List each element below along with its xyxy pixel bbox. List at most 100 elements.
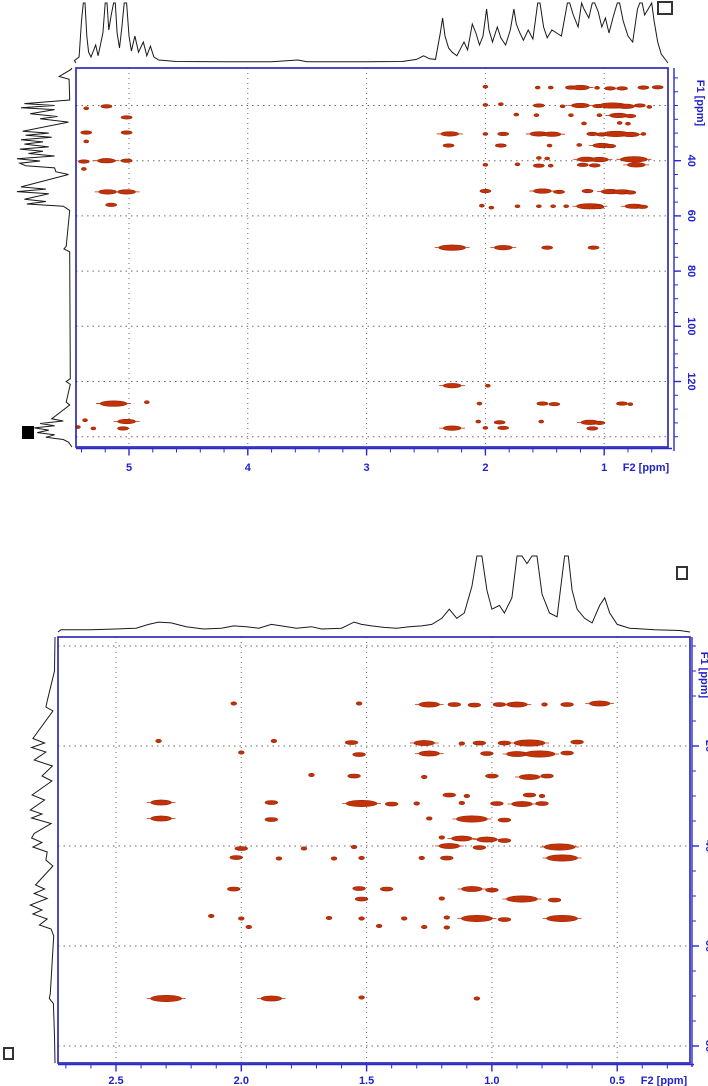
cross-peak (458, 800, 466, 806)
cross-peak (616, 86, 628, 91)
cross-peak (568, 113, 574, 117)
cross-peak (624, 190, 637, 195)
cross-peak (413, 801, 420, 806)
cross-peak (208, 913, 215, 919)
cross-peak (588, 163, 601, 168)
cross-peak (497, 740, 512, 746)
cross-peak (592, 205, 605, 210)
hmbc-full-peaks (75, 84, 664, 431)
f2-axis-title: F2 [ppm] (641, 1075, 688, 1086)
cross-peak (480, 751, 494, 756)
cross-peak (442, 143, 455, 148)
cross-peak (627, 402, 634, 406)
cross-peak (120, 130, 133, 135)
cross-peak (330, 856, 338, 861)
cross-peak (536, 204, 542, 209)
cross-peak (476, 401, 483, 406)
cross-peak (485, 887, 499, 893)
cross-peak (535, 801, 549, 806)
cross-peak (458, 741, 466, 746)
plot-border (75, 67, 669, 448)
cross-peak (234, 846, 248, 851)
f2-tick-label: 2.0 (234, 1075, 249, 1086)
cross-peak (541, 702, 548, 707)
cross-peak (484, 383, 491, 388)
region-marker-square-top[interactable] (657, 1, 673, 15)
cross-peak (438, 835, 445, 840)
cross-peak (604, 86, 616, 91)
cross-peak (553, 189, 565, 194)
cross-peak (581, 121, 587, 126)
f1-tick-label: 20 (703, 740, 708, 752)
cross-peak (375, 923, 383, 929)
cross-peak (538, 419, 545, 424)
f2-axis-title: F2 [ppm] (623, 462, 670, 474)
cross-peak (536, 401, 549, 406)
cross-peak (548, 402, 561, 407)
cross-peak (440, 855, 454, 861)
cross-peak (120, 158, 133, 163)
cross-peak (352, 886, 366, 891)
cross-peak (563, 204, 569, 209)
cross-peak (513, 112, 520, 117)
cross-peak (479, 203, 485, 208)
cross-peak (544, 156, 550, 161)
cross-peak (581, 189, 594, 194)
cross-peak (594, 86, 600, 90)
cross-peak (522, 792, 537, 798)
cross-peak (418, 855, 425, 861)
cross-peak (308, 772, 315, 778)
cross-peak (497, 838, 512, 843)
cross-peak (467, 702, 481, 708)
plot-border (57, 636, 691, 1064)
cross-peak (264, 817, 278, 822)
cross-peak (100, 104, 113, 109)
cross-peak (463, 793, 471, 799)
cross-peak (541, 245, 553, 250)
cross-peak (238, 750, 245, 755)
f1-tick-label: 80 (685, 265, 697, 277)
cross-peak (352, 752, 366, 757)
f2-tick-label: 0.5 (610, 1075, 625, 1086)
cross-peak (426, 816, 433, 821)
carbon-projection-trace (28, 636, 56, 1064)
cross-peak (651, 85, 664, 90)
cross-peak (144, 400, 150, 405)
cross-peak (488, 205, 495, 210)
cross-peak (490, 801, 504, 806)
cross-peak (264, 800, 278, 805)
f1-tick-label: 100 (685, 317, 697, 335)
cross-peak (540, 773, 554, 779)
f1-tick-label: 80 (703, 1040, 708, 1052)
cross-peak (547, 897, 562, 903)
cross-peak (546, 143, 553, 148)
cross-peak (472, 740, 486, 746)
cross-peak (358, 855, 365, 861)
cross-peak (577, 162, 589, 167)
cross-peak (227, 886, 241, 892)
cross-peak (354, 896, 369, 902)
cross-peak (596, 113, 603, 117)
region-marker-square-middle[interactable] (676, 566, 688, 580)
cross-peak (625, 121, 631, 126)
cross-peak (498, 102, 504, 106)
f2-tick-label: 2.5 (108, 1075, 123, 1086)
cross-peak (447, 702, 461, 707)
f2-tick-label: 1.5 (359, 1075, 374, 1086)
cross-peak (90, 426, 97, 431)
cross-peak (616, 121, 623, 125)
cross-peak (482, 132, 489, 136)
f1-tick-label: 40 (703, 840, 708, 852)
peak-marker-filled-square (22, 426, 34, 439)
region-marker-square-bottom[interactable] (3, 1047, 14, 1060)
cross-peak (83, 139, 90, 144)
cross-peak (560, 702, 574, 707)
cross-peak (550, 204, 556, 209)
cross-peak (576, 143, 583, 147)
cross-peak (472, 845, 486, 850)
cross-peak (78, 159, 90, 164)
cross-peak (380, 886, 394, 892)
cross-peak (105, 202, 117, 207)
cross-peak (229, 855, 243, 860)
